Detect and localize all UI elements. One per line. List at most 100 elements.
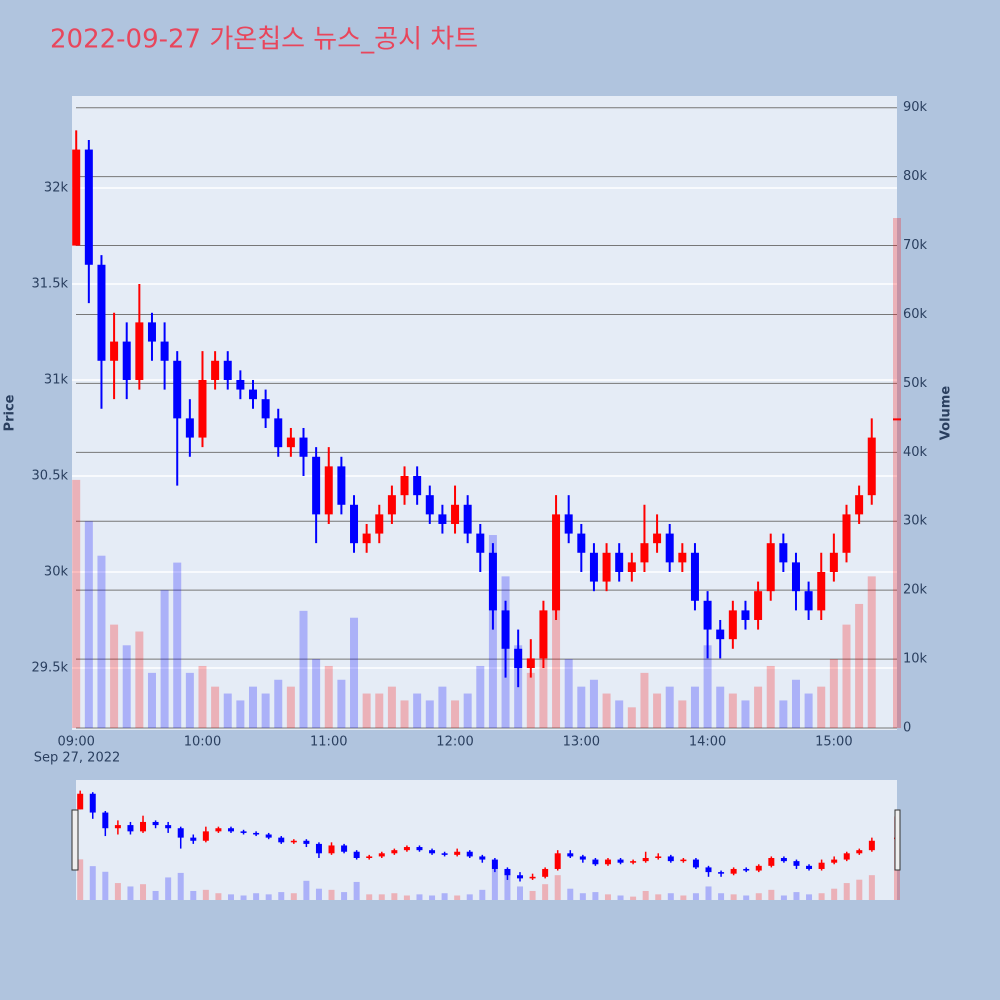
slider-volume-bar [793, 892, 800, 900]
candle-body [779, 543, 788, 563]
volume-bar [842, 624, 851, 728]
volume-bar [324, 665, 333, 728]
candle-body [84, 149, 93, 265]
slider-volume-bar [102, 871, 109, 900]
slider-volume-bar [856, 879, 863, 900]
slider-volume-bar [89, 866, 96, 900]
candle-body [514, 648, 523, 668]
range-slider[interactable] [76, 780, 897, 900]
slider-volume-bar [743, 895, 750, 900]
slider-candle-body [592, 859, 599, 865]
slider-candle-body [441, 853, 448, 855]
slider-volume-bar [190, 890, 197, 900]
volume-bar [160, 590, 169, 728]
y2-tick-label: 40k [903, 445, 928, 460]
slider-candle-body [567, 853, 574, 857]
candle-body [829, 552, 838, 572]
volume-bar [526, 672, 535, 728]
volume-bar [72, 479, 81, 728]
slider-volume-bar [718, 893, 725, 900]
volume-bar [653, 693, 662, 728]
slider-volume-bar [642, 890, 649, 900]
candle-body [602, 552, 611, 582]
slider-volume-bar [529, 890, 536, 900]
candle-body [678, 552, 687, 563]
volume-bar [211, 686, 220, 728]
slider-volume-bar [655, 894, 662, 900]
candle-body [766, 543, 775, 592]
y2-tick-label: 10k [903, 652, 928, 667]
candle-body [97, 264, 106, 361]
volume-bar [640, 672, 649, 728]
slider-candle-body [718, 872, 725, 874]
slider-candle-body [89, 793, 96, 813]
slider-volume-bar [780, 895, 787, 900]
slider-candle-body [705, 867, 712, 873]
candle-body [665, 533, 674, 563]
slider-volume-bar [755, 893, 762, 900]
slider-candle-body [868, 840, 875, 851]
volume-bar [855, 603, 864, 728]
volume-bar [400, 700, 409, 728]
slider-volume-bar [127, 886, 134, 900]
candle-body [425, 495, 434, 515]
candle-body [476, 533, 485, 553]
volume-bar [615, 700, 624, 728]
candle-body [526, 658, 535, 668]
slider-candle-body [667, 856, 674, 862]
chart-title: 2022-09-27 가온칩스 뉴스_공시 차트 [50, 25, 478, 55]
slider-volume-bar [692, 893, 699, 900]
slider-candle-body [491, 859, 498, 869]
candle-body [804, 591, 813, 611]
candle-body [211, 360, 220, 380]
candle-body [324, 466, 333, 515]
candle-body [893, 418, 901, 421]
slider-volume-bar [366, 894, 373, 900]
slider-candle-body [240, 831, 247, 833]
candle-body [577, 533, 586, 553]
volume-bar [867, 576, 876, 728]
slider-volume-bar [730, 894, 737, 900]
slider-volume-bar [341, 892, 348, 900]
candle-body [274, 418, 283, 448]
slider-candle-body [542, 868, 549, 877]
slider-candle-body [278, 837, 285, 843]
volume-bar [690, 686, 699, 728]
candle-body [299, 437, 308, 457]
slider-candle-body [253, 832, 260, 835]
candle-body [615, 552, 624, 572]
x-tick-label: 14:00 [689, 735, 726, 750]
slider-candle-body [730, 868, 737, 874]
candle-body [438, 514, 447, 524]
y-tick-label: 29.5k [32, 660, 69, 675]
candle-body [312, 456, 321, 515]
slider-handle[interactable] [71, 809, 79, 871]
volume-bar [589, 679, 598, 728]
volume-bar [362, 693, 371, 728]
volume-bar [779, 700, 788, 728]
y-tick-label: 31k [44, 372, 69, 387]
slider-candle-body [328, 845, 335, 854]
slider-handle[interactable] [894, 809, 901, 871]
slider-candle-body [429, 850, 436, 854]
candle-body [387, 495, 396, 515]
candle-body [640, 543, 649, 563]
candle-body [539, 610, 548, 659]
x-tick-label: 09:00 [57, 735, 94, 750]
candle-body [173, 360, 182, 419]
volume-bar [602, 693, 611, 728]
x-date-label: Sep 27, 2022 [34, 751, 121, 766]
slider-candle-body [604, 859, 611, 865]
volume-bar [312, 659, 321, 728]
candle-body [501, 610, 510, 649]
volume-bar [766, 665, 775, 728]
slider-candle-body [529, 876, 536, 879]
slider-candle-body [341, 845, 348, 852]
volume-bar [577, 686, 586, 728]
slider-volume-bar [454, 895, 461, 900]
slider-volume-bar [818, 893, 825, 900]
volume-bar [438, 686, 447, 728]
volume-bar [110, 624, 119, 728]
slider-volume-bar [567, 888, 574, 900]
candle-body [653, 533, 662, 544]
